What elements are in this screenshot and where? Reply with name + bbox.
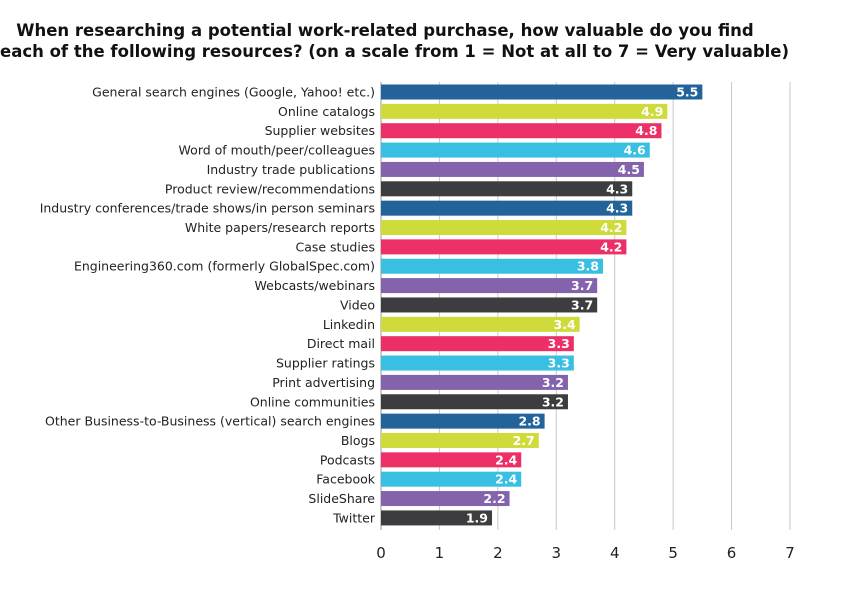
data-label: 2.8: [518, 414, 540, 429]
data-label: 2.4: [495, 472, 517, 487]
bar: [381, 374, 568, 390]
x-tick-label: 6: [727, 544, 737, 562]
bar: [381, 200, 633, 216]
bar: [381, 123, 662, 139]
data-label: 2.4: [495, 452, 517, 467]
category-label: Direct mail: [307, 336, 375, 351]
x-tick-label: 3: [552, 544, 562, 562]
bar: [381, 471, 522, 487]
bar: [381, 142, 650, 158]
category-label: Facebook: [316, 472, 375, 487]
data-label: 4.6: [624, 143, 646, 158]
data-label: 1.9: [466, 510, 488, 525]
category-label: Print advertising: [272, 375, 375, 390]
category-label: SlideShare: [308, 491, 375, 506]
category-label: Video: [340, 297, 375, 312]
chart-title: When researching a potential work-relate…: [0, 20, 790, 62]
bar: [381, 413, 545, 429]
data-label: 4.5: [618, 162, 640, 177]
bar: [381, 394, 568, 410]
category-label: General search engines (Google, Yahoo! e…: [92, 85, 375, 100]
data-label: 2.2: [483, 491, 505, 506]
category-label: Podcasts: [320, 452, 375, 467]
x-tick-label: 4: [610, 544, 620, 562]
category-label: Online communities: [250, 394, 375, 409]
bar: [381, 239, 627, 255]
bar: [381, 181, 633, 197]
category-label: Case studies: [295, 239, 375, 254]
bar: [381, 84, 703, 100]
category-label: Industry conferences/trade shows/in pers…: [40, 201, 375, 216]
category-label: Twitter: [332, 510, 376, 525]
bar: [381, 491, 510, 507]
bar: [381, 297, 598, 313]
data-label: 2.7: [513, 433, 535, 448]
bar: [381, 432, 539, 448]
category-label: Supplier websites: [265, 123, 375, 138]
bar: [381, 316, 580, 332]
data-label: 3.4: [554, 317, 576, 332]
data-label: 4.3: [606, 181, 628, 196]
bar: [381, 258, 604, 274]
data-label: 4.2: [600, 239, 622, 254]
data-label: 3.2: [542, 394, 564, 409]
data-label: 3.7: [571, 278, 593, 293]
category-label: White papers/research reports: [185, 220, 375, 235]
chart-title-line: When researching a potential work-relate…: [16, 21, 754, 40]
data-label: 3.8: [577, 259, 599, 274]
bar: [381, 510, 493, 526]
category-label: Online catalogs: [278, 104, 375, 119]
data-label: 4.3: [606, 201, 628, 216]
x-tick-label: 7: [785, 544, 795, 562]
category-label: Word of mouth/peer/colleagues: [179, 143, 375, 158]
data-label: 3.2: [542, 375, 564, 390]
bar: [381, 355, 574, 371]
category-label: Other Business-to-Business (vertical) se…: [45, 414, 375, 429]
data-label: 5.5: [676, 85, 698, 100]
category-label: Industry trade publications: [207, 162, 375, 177]
data-label: 4.2: [600, 220, 622, 235]
data-label: 4.8: [635, 123, 657, 138]
bar: [381, 220, 627, 236]
x-tick-label: 0: [376, 544, 386, 562]
bar: [381, 103, 668, 119]
category-label: Webcasts/webinars: [255, 278, 375, 293]
bar: [381, 278, 598, 294]
bar: [381, 452, 522, 468]
bar: [381, 161, 644, 177]
chart-title-line: each of the following resources? (on a s…: [0, 42, 790, 61]
data-label: 3.3: [548, 356, 570, 371]
category-label: Engineering360.com (formerly GlobalSpec.…: [74, 259, 375, 274]
x-tick-label: 2: [493, 544, 503, 562]
data-label: 4.9: [641, 104, 663, 119]
category-label: Linkedin: [323, 317, 375, 332]
category-label: Supplier ratings: [276, 356, 375, 371]
data-label: 3.7: [571, 297, 593, 312]
x-tick-label: 1: [435, 544, 445, 562]
category-label: Product review/recommendations: [165, 181, 375, 196]
data-label: 3.3: [548, 336, 570, 351]
category-label: Blogs: [341, 433, 375, 448]
x-tick-label: 5: [668, 544, 678, 562]
bar: [381, 336, 574, 352]
